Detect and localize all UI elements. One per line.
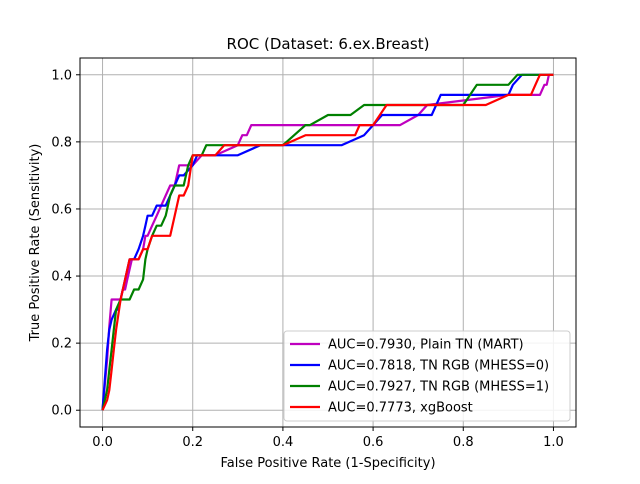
legend-label: AUC=0.7818, TN RGB (MHESS=0) — [328, 359, 549, 374]
x-tick-label: 0.8 — [453, 435, 474, 450]
y-tick-label: 1.0 — [51, 68, 72, 83]
y-tick-label: 0.2 — [51, 337, 72, 352]
x-tick-label: 0.4 — [273, 435, 294, 450]
y-tick-label: 0.0 — [51, 404, 72, 419]
x-tick-label: 0.6 — [363, 435, 384, 450]
x-tick-label: 0.2 — [182, 435, 203, 450]
plot-frame — [79, 57, 577, 428]
x-tick-label: 0.0 — [92, 435, 113, 450]
y-tick-label: 0.8 — [51, 135, 72, 150]
ticks: 0.0 0.2 0.4 0.6 0.8 1.0 0.0 0.2 0.4 0.6 0.8 1.0 — [51, 68, 563, 450]
legend-label: AUC=0.7927, TN RGB (MHESS=1) — [328, 380, 549, 395]
x-tick-label: 1.0 — [543, 435, 564, 450]
chart-title: ROC (Dataset: 6.ex.Breast) — [227, 35, 430, 53]
legend: AUC=0.7930, Plain TN (MART) AUC=0.7818, T… — [283, 330, 571, 422]
grid — [80, 58, 576, 427]
series-lines — [101, 73, 554, 411]
series-line-3 — [101, 73, 554, 411]
y-axis-label: True Positive Rate (Sensitivity) — [28, 144, 43, 343]
y-tick-label: 0.4 — [51, 270, 72, 285]
series-line-0 — [101, 73, 554, 411]
legend-label: AUC=0.7773, xgBoost — [328, 401, 473, 416]
legend-label: AUC=0.7930, Plain TN (MART) — [328, 338, 524, 353]
legend-box — [283, 330, 571, 422]
y-tick-label: 0.6 — [51, 202, 72, 217]
x-axis-label: False Positive Rate (1-Specificity) — [220, 456, 435, 471]
